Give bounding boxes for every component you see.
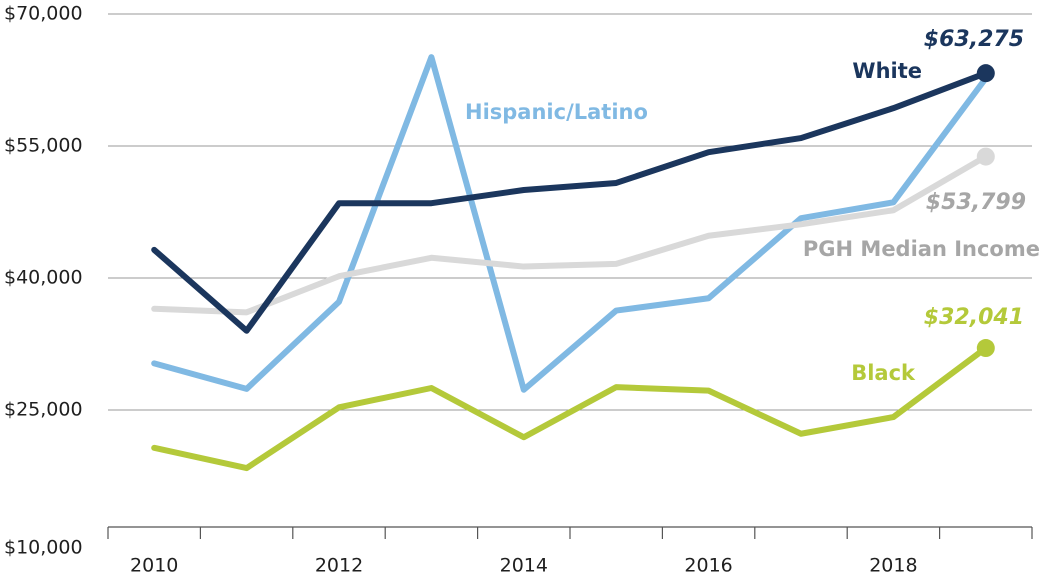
series-label: White [852,59,922,83]
y-tick-label: $70,000 [4,3,83,25]
series-line [151,70,989,334]
series-label: Hispanic/Latino [465,100,648,124]
series-label: PGH Median Income [803,237,1040,261]
x-tick-label: 2014 [500,555,548,577]
y-tick-label: $40,000 [4,267,83,289]
value-label: $63,275 [924,27,1024,52]
y-tick-label: $55,000 [4,135,83,157]
end-marker [976,64,995,83]
series-line [151,153,989,316]
end-marker [976,147,995,166]
series-label: Black [851,361,916,385]
y-tick-label: $25,000 [4,399,83,421]
y-tick-label: $10,000 [4,537,83,559]
value-label: $32,041 [924,305,1024,330]
x-tick-label: 2010 [130,555,178,577]
x-tick-label: 2012 [315,555,363,577]
series-line [151,54,989,393]
x-tick-label: 2018 [869,555,917,577]
series-line [151,345,989,472]
end-marker [976,339,995,358]
x-tick-label: 2016 [684,555,732,577]
value-label: $53,799 [926,190,1026,215]
